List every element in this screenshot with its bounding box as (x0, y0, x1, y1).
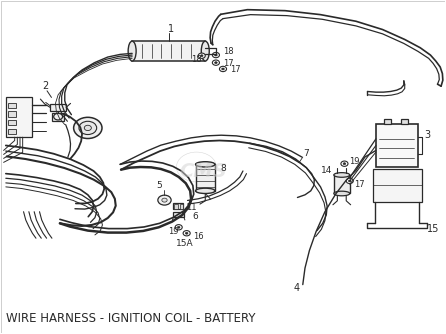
Text: 6: 6 (192, 212, 198, 221)
Text: 17: 17 (354, 180, 365, 189)
Bar (173, 212, 184, 217)
Ellipse shape (195, 162, 215, 167)
Ellipse shape (128, 41, 136, 61)
Text: 11: 11 (186, 203, 196, 212)
Bar (52, 113, 64, 121)
Text: 18: 18 (191, 55, 202, 64)
Text: 8: 8 (220, 164, 226, 173)
Text: 7: 7 (303, 149, 309, 158)
Circle shape (162, 198, 167, 202)
Text: 1: 1 (168, 24, 174, 33)
Circle shape (343, 163, 346, 165)
Text: 5: 5 (156, 181, 161, 190)
Bar (8, 120, 16, 125)
Bar (132, 41, 205, 61)
Text: 15: 15 (426, 224, 439, 234)
Ellipse shape (201, 41, 209, 61)
Bar (334, 175, 350, 193)
Circle shape (222, 68, 224, 70)
Bar (8, 111, 16, 117)
Circle shape (183, 230, 190, 236)
Circle shape (84, 125, 91, 131)
Circle shape (341, 161, 348, 166)
Bar (174, 204, 178, 209)
Bar (50, 104, 66, 111)
Ellipse shape (334, 191, 350, 196)
Text: 14: 14 (321, 166, 332, 175)
Text: 16: 16 (193, 232, 203, 241)
Circle shape (178, 226, 180, 228)
Text: 3: 3 (425, 130, 431, 140)
Text: 17: 17 (223, 59, 234, 68)
Circle shape (215, 62, 217, 64)
Text: WIRE HARNESS - IGNITION COIL - BATTERY: WIRE HARNESS - IGNITION COIL - BATTERY (6, 312, 255, 325)
Text: 19: 19 (349, 157, 359, 166)
Bar (376, 124, 418, 167)
Bar (195, 164, 215, 191)
Text: 19: 19 (168, 227, 178, 236)
Bar (401, 119, 408, 124)
Text: 2: 2 (42, 81, 49, 91)
Bar (6, 98, 32, 137)
Text: CMS: CMS (179, 162, 227, 181)
Ellipse shape (195, 188, 215, 193)
Bar (8, 129, 16, 134)
Bar (373, 169, 421, 202)
Circle shape (212, 52, 219, 58)
Text: 17: 17 (230, 65, 241, 74)
Bar (384, 119, 391, 124)
Bar (173, 203, 183, 209)
Text: 18: 18 (223, 47, 234, 56)
Circle shape (200, 55, 203, 57)
Circle shape (74, 117, 102, 139)
Bar (180, 204, 183, 209)
Ellipse shape (334, 173, 350, 177)
Circle shape (186, 232, 188, 234)
Circle shape (79, 121, 97, 135)
Circle shape (219, 66, 227, 71)
Circle shape (54, 113, 62, 120)
Circle shape (212, 60, 219, 65)
Text: 15A: 15A (176, 239, 194, 248)
Circle shape (215, 54, 217, 56)
Bar (8, 103, 16, 108)
Circle shape (175, 225, 182, 230)
Circle shape (198, 53, 205, 58)
Circle shape (348, 180, 351, 182)
Text: 4: 4 (293, 283, 300, 293)
Circle shape (346, 178, 353, 184)
Circle shape (158, 195, 171, 205)
